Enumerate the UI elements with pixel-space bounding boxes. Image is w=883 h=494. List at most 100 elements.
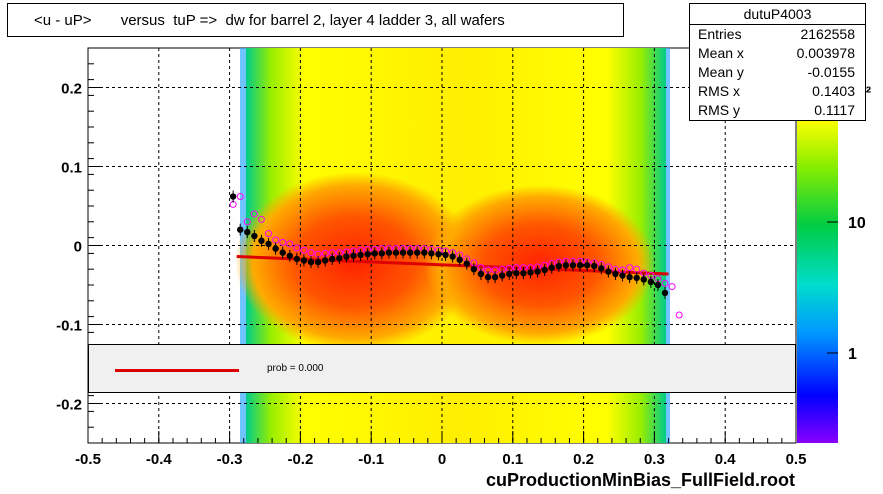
x-axis: -0.5 -0.4 -0.3 -0.2 -0.1 0 0.1 0.2 0.3 0.4 0.5 (75, 431, 806, 468)
y-tick-label: 0 (74, 239, 82, 256)
profile-black-point (258, 237, 265, 244)
profile-black-point (406, 249, 414, 256)
profile-magenta-point (300, 246, 308, 254)
x-tick-label: -0.5 (75, 451, 101, 468)
profile-black-point (647, 278, 655, 286)
profile-black-point (463, 260, 470, 267)
x-tick-label: -0.1 (358, 451, 384, 468)
profile-magenta-point (626, 264, 634, 272)
profile-black-point (477, 270, 485, 278)
profile-magenta-point (293, 244, 301, 252)
stats-row-entries: Entries 2162558 (690, 25, 865, 44)
profile-black-point (421, 249, 428, 256)
profile-black-point (392, 249, 400, 256)
fit-legend: prob = 0.000 (88, 344, 796, 393)
profile-black-point (470, 266, 478, 273)
y-tick-label: 0.2 (61, 81, 82, 98)
stats-label: Entries (698, 26, 742, 42)
profile-magenta-point (250, 210, 258, 218)
stats-label: Mean y (698, 64, 744, 80)
profile-black-point (336, 254, 343, 262)
colorbar-tick-label: 1 (848, 346, 857, 363)
y-tick-label: -0.2 (56, 397, 82, 414)
profile-magenta-point (661, 279, 669, 287)
profile-black-point (286, 252, 293, 259)
footer-filename: cuProductionMinBias_FullField.root (486, 470, 796, 490)
profile-black-point (371, 250, 378, 257)
profile-black-point (357, 251, 364, 259)
profile-black-point (272, 245, 279, 252)
profile-black-point (449, 253, 456, 260)
profile-black-point (321, 257, 329, 264)
profile-black-point (364, 250, 371, 258)
grid (88, 48, 796, 443)
fit-line (236, 255, 669, 276)
x-tick-label: 0.4 (715, 451, 737, 468)
profile-black-point (378, 250, 386, 257)
stats-label: Mean x (698, 45, 744, 61)
stats-label: RMS x (698, 83, 740, 99)
chart-title: <u - uP> versus tuP => dw for barrel 2, … (7, 3, 624, 37)
stats-value: 2162558 (800, 26, 855, 42)
profile-black-point (251, 232, 258, 240)
profile-black-point (654, 281, 662, 289)
profile-black-point (300, 257, 308, 264)
profile-magenta-point (243, 218, 251, 226)
profile-black-point (506, 270, 513, 278)
stats-row-mean-y: Mean y -0.0155 (690, 63, 865, 82)
stats-value: -0.0155 (807, 64, 855, 80)
profile-black-point (513, 269, 520, 277)
profile-black-point (576, 262, 584, 269)
profile-black-point (583, 262, 591, 269)
profile-black-point (569, 262, 577, 269)
profile-black-point (484, 273, 492, 281)
profile-black-point (598, 265, 605, 272)
profile-black-point (279, 249, 286, 256)
profile-black-point (350, 252, 357, 259)
profile-black-point (562, 262, 570, 269)
profile-magenta-point (668, 283, 676, 291)
profile-black-point (605, 268, 612, 275)
profile-magenta-point (307, 249, 315, 257)
profile-black-point (555, 262, 563, 270)
profile-black-point (491, 273, 499, 281)
profile-black-point (661, 289, 669, 297)
profile-magenta-point (257, 215, 265, 223)
profile-black-point (428, 250, 435, 257)
profile-black-point (626, 273, 633, 281)
profile-black-point (619, 272, 626, 279)
profile-black-point (229, 193, 237, 200)
profile-black-point (385, 249, 393, 256)
profile-black-point (399, 249, 407, 256)
profile-black-point (314, 258, 322, 266)
profile-black-point (591, 262, 598, 270)
profile-black-point (442, 251, 449, 259)
profile-black-point (534, 268, 541, 275)
y-tick-label: -0.1 (56, 318, 82, 335)
x-tick-label: 0.1 (502, 451, 523, 468)
profile-black-point (541, 266, 548, 274)
profile-magenta-point (279, 238, 287, 246)
stats-row-rms-x: RMS x 0.1403 (690, 82, 865, 101)
fit-line-segment (236, 255, 669, 276)
profile-black-point (343, 253, 350, 260)
y-tick-label: 0.1 (61, 160, 82, 177)
profile-black-point (307, 258, 315, 266)
profile-black-point (633, 274, 640, 282)
profile-black-point (640, 276, 647, 283)
stats-value: 0.003978 (796, 45, 855, 61)
profile-black-point (414, 249, 421, 256)
legend-fit-label: prob = 0.000 (267, 363, 324, 374)
profile-black-point (435, 250, 442, 258)
stats-label: RMS y (698, 102, 740, 118)
x-tick-label: 0.5 (786, 451, 807, 468)
colorbar-tick-label: 10 (848, 215, 866, 232)
profile-magenta-point (675, 311, 683, 319)
profile-black-point (520, 269, 527, 277)
profile-black-point (498, 272, 506, 279)
profile-black-point (527, 269, 534, 276)
x-tick-label: -0.2 (287, 451, 313, 468)
stats-row-rms-y: RMS y 0.1117 (690, 101, 865, 120)
profile-black-point (329, 255, 336, 263)
